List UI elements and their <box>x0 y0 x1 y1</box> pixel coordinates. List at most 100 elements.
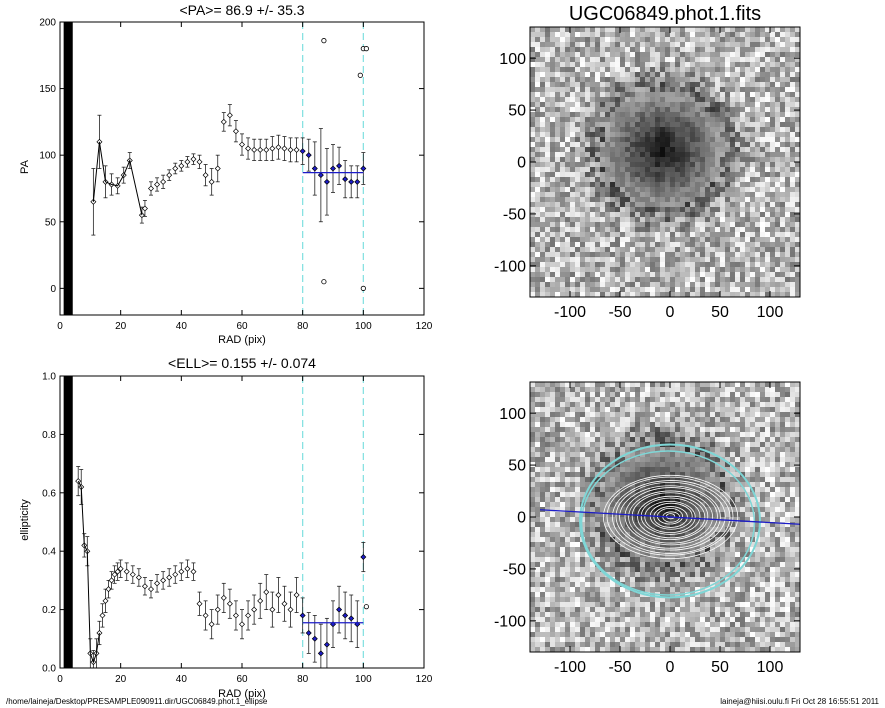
img-pixel <box>730 52 736 58</box>
img2-pixel <box>625 397 631 403</box>
img-pixel <box>675 127 681 133</box>
img-pixel <box>795 292 801 298</box>
img-pixel <box>570 212 576 218</box>
img-pixel <box>620 197 626 203</box>
img-pixel <box>630 32 636 38</box>
img-pixel <box>750 67 756 73</box>
img2-pixel <box>615 392 621 398</box>
pa-ytick-label: 0 <box>50 284 56 295</box>
img-pixel <box>705 102 711 108</box>
img-pixel <box>595 57 601 63</box>
img2-pixel <box>670 392 676 398</box>
img-pixel <box>545 172 551 178</box>
img-pixel <box>750 122 756 128</box>
img-pixel <box>740 82 746 88</box>
img-pixel <box>580 152 586 158</box>
img-pixel <box>600 167 606 173</box>
img-pixel <box>755 107 761 113</box>
img-pixel <box>715 182 721 188</box>
pa-ytick-label: 50 <box>45 217 57 228</box>
img2-pixel <box>705 452 711 458</box>
img2-pixel <box>580 427 586 433</box>
img-pixel <box>560 122 566 128</box>
img-pixel <box>765 172 771 178</box>
img-pixel <box>780 32 786 38</box>
img-pixel <box>660 267 666 273</box>
img2-pixel <box>635 417 641 423</box>
img2-pixel <box>665 402 671 408</box>
img2-pixel <box>765 457 771 463</box>
img-pixel <box>700 112 706 118</box>
img-pixel <box>755 247 761 253</box>
img2-pixel <box>575 402 581 408</box>
img2-pixel <box>540 387 546 393</box>
img-pixel <box>715 92 721 98</box>
img2-pixel <box>705 412 711 418</box>
img-pixel <box>685 152 691 158</box>
img-pixel <box>535 162 541 168</box>
img-pixel <box>630 267 636 273</box>
img-pixel <box>535 257 541 263</box>
img-pixel <box>645 272 651 278</box>
img2-pixel <box>685 452 691 458</box>
img-pixel <box>545 282 551 288</box>
img2-pixel <box>565 462 571 468</box>
img2-pixel <box>535 402 541 408</box>
img-pixel <box>665 32 671 38</box>
img-pixel <box>540 277 546 283</box>
img-pixel <box>690 237 696 243</box>
img-pixel <box>700 192 706 198</box>
img-pixel <box>785 77 791 83</box>
img2-pixel <box>550 427 556 433</box>
img-pixel <box>765 97 771 103</box>
img-pixel <box>660 42 666 48</box>
img-pixel <box>640 117 646 123</box>
img-pixel <box>540 37 546 43</box>
img-pixel <box>745 237 751 243</box>
img-pixel <box>680 97 686 103</box>
img2-pixel <box>715 497 721 503</box>
img-pixel <box>580 42 586 48</box>
img-pixel <box>645 207 651 213</box>
img2-pixel <box>620 482 626 488</box>
img-pixel <box>710 97 716 103</box>
img-pixel <box>640 132 646 138</box>
img-pixel <box>675 212 681 218</box>
img-pixel <box>655 292 661 298</box>
img2-pixel <box>605 447 611 453</box>
img-pixel <box>610 127 616 133</box>
img-pixel <box>635 127 641 133</box>
img2-pixel <box>790 422 796 428</box>
img2-pixel <box>540 477 546 483</box>
img-pixel <box>710 47 716 53</box>
img2-pixel <box>555 472 561 478</box>
img-pixel <box>685 42 691 48</box>
img2-pixel <box>650 387 656 393</box>
img-pixel <box>590 272 596 278</box>
img-pixel <box>575 42 581 48</box>
img-pixel <box>790 62 796 68</box>
img-pixel <box>685 92 691 98</box>
img-pixel <box>680 242 686 248</box>
img2-pixel <box>760 512 766 518</box>
img-pixel <box>690 247 696 253</box>
ell-data-point <box>123 568 130 575</box>
img-pixel <box>580 62 586 68</box>
img2-pixel <box>595 387 601 393</box>
ell-data-point <box>129 571 136 578</box>
img-pixel <box>565 232 571 238</box>
img2-pixel <box>575 447 581 453</box>
galaxy-image-panel: UGC06849.phot.1.fits -100 -50 0 50 100-100-5… <box>494 3 801 321</box>
img2-pixel <box>620 402 626 408</box>
img2-pixel <box>555 387 561 393</box>
img2-pixel <box>625 387 631 393</box>
img-pixel <box>745 137 751 143</box>
img-pixel <box>540 172 546 178</box>
img2-pixel <box>740 397 746 403</box>
ell-data-point <box>311 635 318 642</box>
img-pixel <box>635 217 641 223</box>
img-pixel <box>580 102 586 108</box>
img2-pixel <box>725 447 731 453</box>
img2-pixel <box>615 412 621 418</box>
img2-pixel <box>705 497 711 503</box>
